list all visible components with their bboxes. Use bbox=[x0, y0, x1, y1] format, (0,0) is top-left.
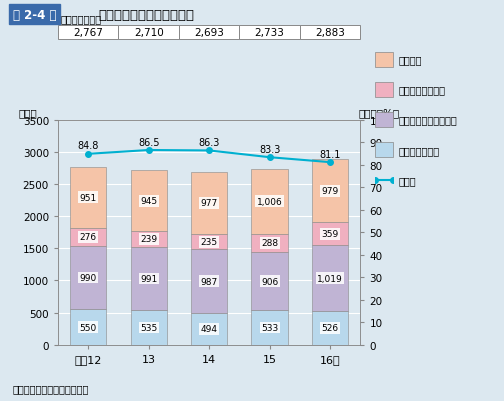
Text: （隻）: （隻） bbox=[19, 108, 37, 118]
Text: 合計隻数（隻）: 合計隻数（隻） bbox=[60, 14, 102, 24]
Text: 951: 951 bbox=[80, 193, 97, 203]
Text: 86.5: 86.5 bbox=[138, 137, 159, 147]
Text: 906: 906 bbox=[261, 277, 278, 286]
Text: 991: 991 bbox=[140, 274, 157, 283]
Bar bbox=[312, 160, 348, 223]
Bar bbox=[131, 171, 167, 232]
Bar bbox=[70, 246, 106, 310]
Text: 239: 239 bbox=[140, 235, 157, 244]
Bar bbox=[191, 235, 227, 250]
Text: 550: 550 bbox=[80, 323, 97, 332]
Text: 987: 987 bbox=[201, 277, 218, 286]
Text: 2,733: 2,733 bbox=[255, 28, 285, 38]
Text: 2,693: 2,693 bbox=[194, 28, 224, 38]
Bar bbox=[131, 232, 167, 247]
Text: 海難船舶の救助状況の推移: 海難船舶の救助状況の推移 bbox=[98, 9, 194, 22]
Text: 2,883: 2,883 bbox=[315, 28, 345, 38]
Bar bbox=[191, 172, 227, 235]
Text: 235: 235 bbox=[201, 238, 218, 247]
Text: 自力入港: 自力入港 bbox=[398, 55, 422, 65]
Text: 1,006: 1,006 bbox=[257, 197, 283, 206]
Bar bbox=[312, 311, 348, 345]
Bar bbox=[312, 246, 348, 311]
Text: 288: 288 bbox=[261, 239, 278, 248]
Text: 注　海上保安庁資料による。: 注 海上保安庁資料による。 bbox=[13, 383, 89, 393]
Bar bbox=[251, 170, 288, 234]
Text: 2,710: 2,710 bbox=[134, 28, 164, 38]
Bar bbox=[251, 253, 288, 311]
Bar bbox=[70, 310, 106, 345]
Text: 526: 526 bbox=[322, 324, 339, 332]
Bar bbox=[131, 247, 167, 310]
Text: 海上保安庁救助: 海上保安庁救助 bbox=[398, 146, 439, 155]
Text: 2,767: 2,767 bbox=[73, 28, 103, 38]
Bar bbox=[251, 234, 288, 253]
Text: 83.3: 83.3 bbox=[259, 144, 280, 154]
Text: 494: 494 bbox=[201, 324, 218, 334]
Text: 第 2-4 図: 第 2-4 図 bbox=[13, 9, 56, 22]
Text: 276: 276 bbox=[80, 233, 97, 242]
Text: 81.1: 81.1 bbox=[320, 150, 341, 159]
Text: 救助率（%）: 救助率（%） bbox=[358, 108, 400, 118]
Bar bbox=[191, 313, 227, 345]
Text: 86.3: 86.3 bbox=[199, 138, 220, 148]
Bar bbox=[251, 311, 288, 345]
Text: 945: 945 bbox=[140, 197, 157, 206]
Bar bbox=[70, 228, 106, 246]
Bar bbox=[191, 250, 227, 313]
Bar bbox=[70, 167, 106, 228]
Text: 全損又は行方不明: 全損又は行方不明 bbox=[398, 85, 445, 95]
Text: 535: 535 bbox=[140, 323, 157, 332]
Text: 979: 979 bbox=[322, 187, 339, 196]
Text: 救助率: 救助率 bbox=[398, 176, 416, 185]
Text: 海上保安庁以外の救助: 海上保安庁以外の救助 bbox=[398, 115, 457, 125]
Text: 1,019: 1,019 bbox=[317, 274, 343, 283]
Text: 359: 359 bbox=[322, 230, 339, 239]
Bar bbox=[312, 223, 348, 246]
Bar bbox=[131, 310, 167, 345]
Text: 84.8: 84.8 bbox=[78, 141, 99, 151]
Text: 533: 533 bbox=[261, 323, 278, 332]
Text: 977: 977 bbox=[201, 199, 218, 208]
Text: 990: 990 bbox=[80, 273, 97, 282]
